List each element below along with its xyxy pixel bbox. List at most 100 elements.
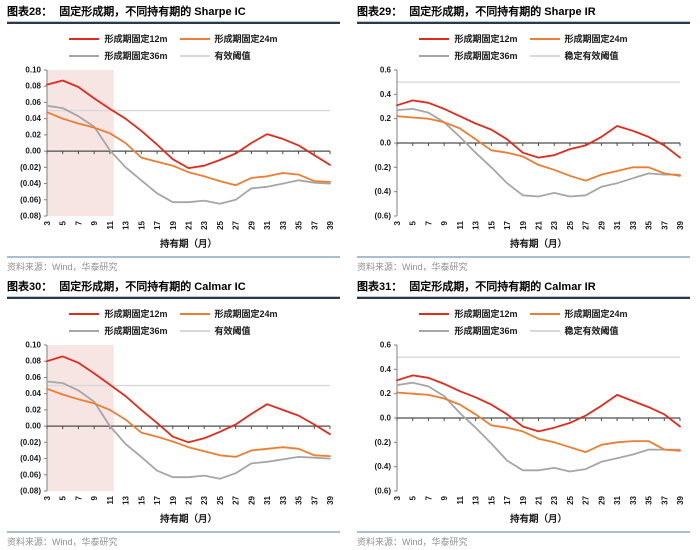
x-tick-label: 17 <box>153 220 162 229</box>
legend-label: 形成期固定36m <box>104 326 168 336</box>
legend-label: 形成期固定12m <box>104 34 168 44</box>
x-tick-label: 37 <box>660 495 669 504</box>
x-tick-label: 17 <box>503 220 512 229</box>
y-tick-label: (0.4) <box>375 187 392 196</box>
legend-item-24m: 形成期固定24m <box>529 32 628 45</box>
legend-line-swatch <box>529 329 560 332</box>
line-chart-sharpe-ic: 0.10 0.08 0.06 0.04 0.02 0.00 (0.02) (0.04) (0.0… <box>20 66 335 251</box>
footer-rule <box>7 531 340 533</box>
x-tick-label: 17 <box>153 495 162 504</box>
x-tick-label: 5 <box>409 220 418 225</box>
legend-line-swatch <box>69 54 100 57</box>
legend-line-swatch <box>419 312 450 315</box>
x-tick-label: 21 <box>185 220 194 229</box>
x-axis-title: 持有期（月） <box>160 238 217 250</box>
x-tick-label: 33 <box>279 495 288 504</box>
page-title: 图表30： 固定形成期，不同持有期的 Calmar IC <box>7 280 340 294</box>
y-tick-label: 0.04 <box>25 114 41 123</box>
x-tick-label: 11 <box>106 220 115 229</box>
x-tick-label: 33 <box>629 220 638 229</box>
x-tick-label: 25 <box>566 220 575 229</box>
legend-label: 形成期固定12m <box>454 309 518 319</box>
x-tick-label: 35 <box>645 495 654 504</box>
x-tick-label: 23 <box>550 220 559 229</box>
title-rule <box>7 21 340 24</box>
chart-legend: 形成期固定12m 形成期固定24m 形成期固定36m 有效阈值 <box>7 32 340 62</box>
series-line-12m <box>46 355 331 444</box>
x-tick-label: 39 <box>676 495 685 504</box>
source-note: 资料来源：Wind，华泰研究 <box>7 537 118 547</box>
y-tick-label: 0.02 <box>25 130 41 139</box>
legend-label: 形成期固定36m <box>104 51 168 61</box>
figure-label: 图表31： <box>357 281 403 293</box>
legend-line-swatch <box>529 312 560 315</box>
x-tick-label: 11 <box>456 220 465 229</box>
figure-title: 固定形成期，不同持有期的 Sharpe IC <box>59 6 246 18</box>
panel-footer: 资料来源：Wind，华泰研究 <box>357 256 690 273</box>
y-tick-label: 0.04 <box>25 389 41 398</box>
x-tick-label: 9 <box>90 220 99 225</box>
x-tick-label: 5 <box>59 495 68 500</box>
x-tick-label: 33 <box>629 495 638 504</box>
legend-item-threshold: 有效阈值 <box>179 324 278 337</box>
page-title: 图表28： 固定形成期，不同持有期的 Sharpe IC <box>7 5 340 19</box>
line-chart-sharpe-ir: 0.60.40.20.0(0.2)(0.4)(0.6)3 5 7 9 11 13 15 17 1… <box>375 66 685 251</box>
y-tick-label: (0.2) <box>375 163 392 172</box>
x-tick-label: 3 <box>43 495 52 500</box>
y-tick-label: 0.08 <box>25 82 41 91</box>
legend-line-swatch <box>179 312 210 315</box>
panel-footer: 资料来源：Wind，华泰研究 <box>7 531 340 548</box>
panel-footer: 资料来源：Wind，华泰研究 <box>357 531 690 548</box>
x-tick-label: 21 <box>535 220 544 229</box>
panel-figure-29: 图表29： 固定形成期，不同持有期的 Sharpe IR 形成期固定12m 形成期固… <box>350 0 700 275</box>
legend-item-36m: 形成期固定36m <box>69 49 168 62</box>
legend-label: 形成期固定12m <box>454 34 518 44</box>
x-tick-label: 15 <box>137 495 146 504</box>
legend-line-swatch <box>529 37 560 40</box>
figure-title: 固定形成期，不同持有期的 Sharpe IR <box>409 6 596 18</box>
figure-title: 固定形成期，不同持有期的 Calmar IR <box>409 281 596 293</box>
x-tick-label: 37 <box>310 220 319 229</box>
legend-label: 形成期固定24m <box>564 309 628 319</box>
source-note: 资料来源：Wind，华泰研究 <box>357 537 468 547</box>
x-tick-label: 23 <box>200 220 209 229</box>
series-line-24m <box>396 115 681 182</box>
legend-item-24m: 形成期固定24m <box>529 307 628 320</box>
x-tick-label: 7 <box>424 495 433 500</box>
x-tick-label: 27 <box>232 220 241 229</box>
x-tick-label: 9 <box>440 220 449 225</box>
series-line-24m <box>46 111 331 187</box>
x-tick-label: 23 <box>550 495 559 504</box>
x-tick-label: 9 <box>440 495 449 500</box>
x-tick-label: 33 <box>279 220 288 229</box>
y-tick-label: 0.02 <box>25 405 41 414</box>
x-tick-label: 21 <box>535 495 544 504</box>
x-tick-label: 19 <box>519 495 528 504</box>
series-line-24m <box>46 387 331 458</box>
y-tick-label: 0.06 <box>25 98 41 107</box>
x-tick-label: 3 <box>393 495 402 500</box>
x-tick-label: 39 <box>676 220 685 229</box>
legend-line-swatch <box>179 329 210 332</box>
x-tick-label: 3 <box>393 220 402 225</box>
y-tick-label: 0.10 <box>25 66 41 75</box>
x-axis-title: 持有期（月） <box>510 238 567 250</box>
legend-item-12m: 形成期固定12m <box>69 307 168 320</box>
x-tick-label: 11 <box>456 495 465 504</box>
y-tick-label: (0.08) <box>20 487 41 496</box>
legend-item-12m: 形成期固定12m <box>419 307 518 320</box>
x-tick-label: 31 <box>613 495 622 504</box>
legend-item-12m: 形成期固定12m <box>419 32 518 45</box>
legend-item-threshold: 稳定有效阈值 <box>529 49 628 62</box>
footer-rule <box>357 256 690 258</box>
x-tick-label: 7 <box>74 220 83 225</box>
footer-rule <box>7 256 340 258</box>
legend-label: 稳定有效阈值 <box>564 326 619 336</box>
title-rule <box>357 21 690 24</box>
y-tick-label: (0.08) <box>20 212 41 221</box>
series-line-36m <box>396 381 681 473</box>
line-chart-calmar-ic: 0.10 0.08 0.06 0.04 0.02 0.00 (0.02) (0.04) (0.0… <box>20 341 335 526</box>
y-tick-label: 0.6 <box>380 66 392 75</box>
x-tick-label: 23 <box>200 495 209 504</box>
